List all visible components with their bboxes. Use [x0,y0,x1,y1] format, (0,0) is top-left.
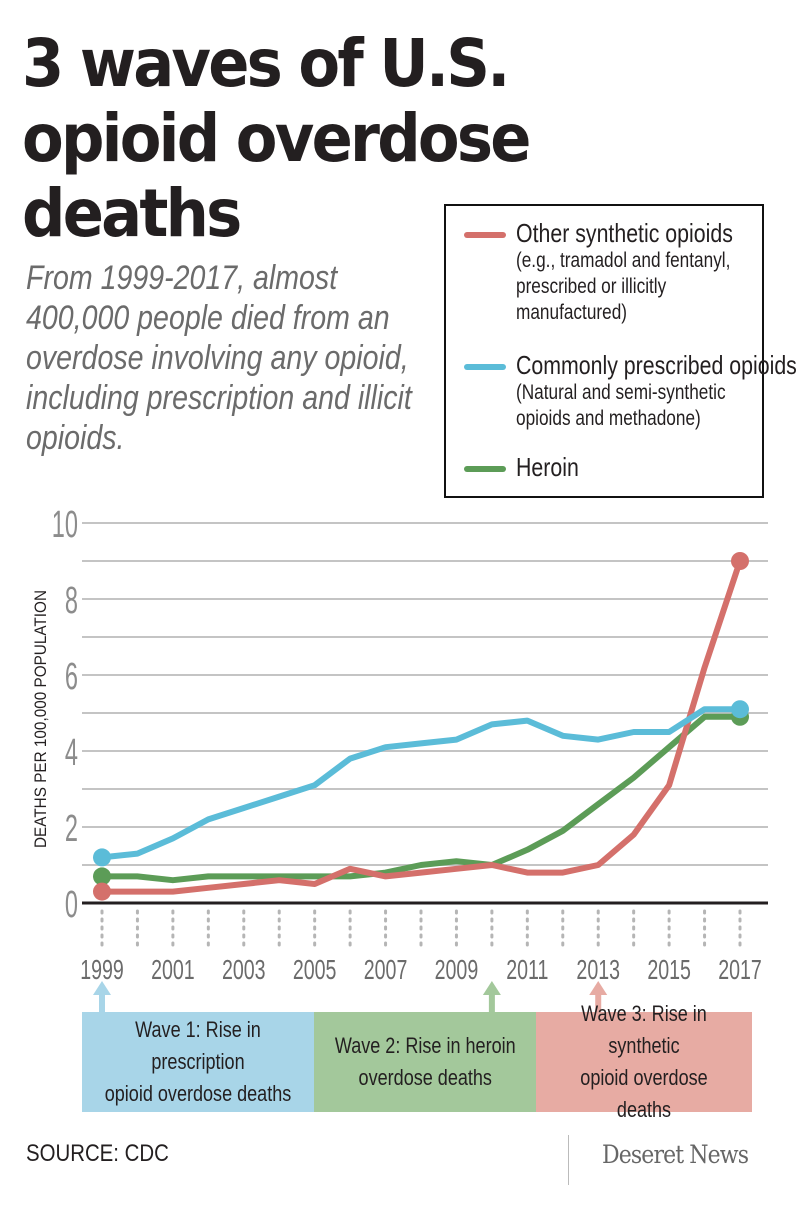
legend-sublabel: (e.g., tramadol and fentanyl, prescribed… [516,249,731,324]
wave-annotations: Wave 1: Rise in prescription opioid over… [82,1001,752,1122]
series-line-commonly-prescribed-opioids [99,706,743,861]
y-tick-label: 0 [65,882,78,925]
y-tick-label: 10 [52,502,78,545]
line-chart: 0 2 4 6 8 10 DEATHS PER 100,000 POPULATION 19… [31,502,768,1012]
wave-1-label: Wave 1: Rise in prescription opioid over… [104,1017,292,1106]
wave-arrow-shaft [99,993,105,1012]
legend-label: Commonly prescribed opioids [516,350,797,380]
source-note: SOURCE: CDC [26,1140,169,1167]
wave-arrow-up-icon [589,981,608,995]
y-axis-label: DEATHS PER 100,000 POPULATION [31,590,50,848]
series-start-point-commonly-prescribed-opioids [93,848,111,867]
series-start-point-heroin [93,867,111,886]
y-axis-ticks: 0 2 4 6 8 10 [52,502,78,925]
x-tick-label: 2013 [576,955,620,986]
x-tick-label: 2001 [151,955,195,986]
x-tick-label: 2007 [364,955,408,986]
x-tick-label: 2003 [222,955,266,986]
legend-label: Other synthetic opioids [516,218,733,248]
page-title: 3 waves of U.S. opioid overdose deaths [22,25,531,252]
x-tick-label: 2011 [506,955,548,986]
y-tick-label: 2 [65,806,78,849]
y-tick-label: 6 [65,654,78,697]
series-line-other-synthetic-opioids [99,558,743,895]
x-tick-label: 2009 [435,955,479,986]
y-tick-label: 4 [65,730,78,773]
legend-item-prescribed: Commonly prescribed opioids (Natural and… [464,350,800,432]
brand-logo: Deseret News [602,1140,749,1169]
gridlines [82,522,768,905]
series-lines [93,552,749,901]
series-start-point-other-synthetic-opioids [93,882,111,901]
legend-label: Heroin [516,452,579,482]
wave-arrow-up-icon [93,981,111,995]
x-tick-label: 1999 [80,955,124,986]
legend-swatch-prescribed [464,364,506,370]
legend-swatch-heroin [464,466,506,472]
x-tick-label: 2017 [718,955,762,986]
legend-item-synthetic: Other synthetic opioids (e.g., tramadol … [464,218,780,326]
wave-3-box: Wave 3: Rise in synthetic opioid overdos… [536,1001,752,1122]
wave-3-label: Wave 3: Rise in synthetic opioid overdos… [580,1001,708,1122]
x-tick-label: 2015 [647,955,691,986]
wave-1-box: Wave 1: Rise in prescription opioid over… [82,1012,314,1112]
footer-divider [568,1135,569,1185]
legend: Other synthetic opioids (e.g., tramadol … [444,204,797,498]
y-tick-label: 8 [65,578,78,621]
wave-2-box: Wave 2: Rise in heroin overdose deaths [314,1012,536,1112]
legend-sublabel: (Natural and semi-synthetic opioids and … [516,381,726,430]
legend-swatch-synthetic [464,232,506,238]
x-tick-label: 2005 [293,955,337,986]
wave-arrows [93,981,608,1012]
wave-2-label: Wave 2: Rise in heroin overdose deaths [334,1033,516,1090]
wave-arrow-shaft [595,993,602,1012]
series-end-point-other-synthetic-opioids [731,552,749,570]
legend-item-heroin: Heroin [464,452,593,482]
subtitle: From 1999-2017, almost 400,000 people di… [26,259,412,457]
series-end-point-commonly-prescribed-opioids [731,700,749,719]
x-axis-ticks: 1999 2001 2003 2005 2007 2009 2011 2013 2015 2017 [80,955,762,986]
x-axis-dotted-guides [100,909,742,951]
wave-arrow-up-icon [482,981,501,995]
series-line-heroin [99,713,743,884]
wave-arrow-shaft [488,993,495,1012]
